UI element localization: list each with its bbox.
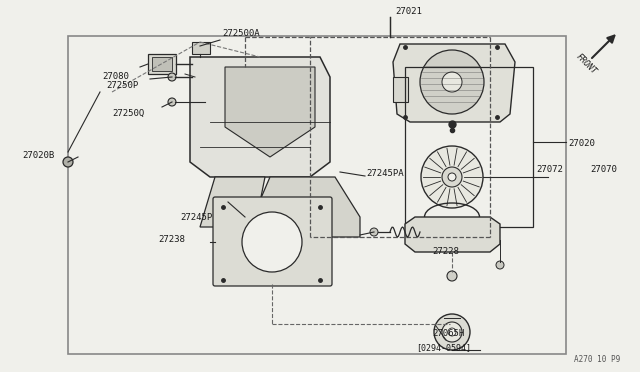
Circle shape xyxy=(434,314,470,350)
Circle shape xyxy=(447,271,457,281)
Bar xyxy=(152,57,172,71)
Polygon shape xyxy=(200,177,265,227)
Circle shape xyxy=(242,212,302,272)
Text: 27245P: 27245P xyxy=(180,213,212,222)
Bar xyxy=(393,77,408,102)
Circle shape xyxy=(496,261,504,269)
Text: 27080: 27080 xyxy=(102,72,129,81)
Bar xyxy=(68,36,566,354)
Circle shape xyxy=(370,228,378,236)
Circle shape xyxy=(420,50,484,114)
Text: 27238: 27238 xyxy=(158,235,185,244)
Text: 27072: 27072 xyxy=(536,165,563,174)
Text: 27228: 27228 xyxy=(432,247,459,256)
Bar xyxy=(148,54,176,74)
Text: 27070: 27070 xyxy=(590,165,617,174)
Circle shape xyxy=(448,173,456,181)
FancyBboxPatch shape xyxy=(213,197,332,286)
Text: 27065H: 27065H xyxy=(432,329,464,338)
Circle shape xyxy=(168,98,176,106)
Bar xyxy=(405,67,533,227)
Text: 27245PA: 27245PA xyxy=(366,169,404,178)
Polygon shape xyxy=(225,67,315,157)
Bar xyxy=(192,42,210,54)
Text: 272500A: 272500A xyxy=(222,29,260,38)
Polygon shape xyxy=(190,57,330,177)
Circle shape xyxy=(448,328,456,336)
Text: 27250Q: 27250Q xyxy=(112,109,144,118)
Text: 27020B: 27020B xyxy=(22,151,54,160)
Polygon shape xyxy=(255,177,360,237)
Text: [0294-0594]: [0294-0594] xyxy=(416,343,471,352)
Polygon shape xyxy=(405,217,500,252)
Circle shape xyxy=(442,72,462,92)
Polygon shape xyxy=(393,44,515,122)
Circle shape xyxy=(168,73,176,81)
Circle shape xyxy=(442,322,462,342)
Text: A270 10 P9: A270 10 P9 xyxy=(573,355,620,364)
Circle shape xyxy=(421,146,483,208)
Text: 27250P: 27250P xyxy=(106,81,138,90)
Circle shape xyxy=(442,167,462,187)
Circle shape xyxy=(63,157,73,167)
Text: FRONT: FRONT xyxy=(574,52,598,76)
Text: 27021: 27021 xyxy=(395,7,422,16)
Text: 27020: 27020 xyxy=(568,139,595,148)
